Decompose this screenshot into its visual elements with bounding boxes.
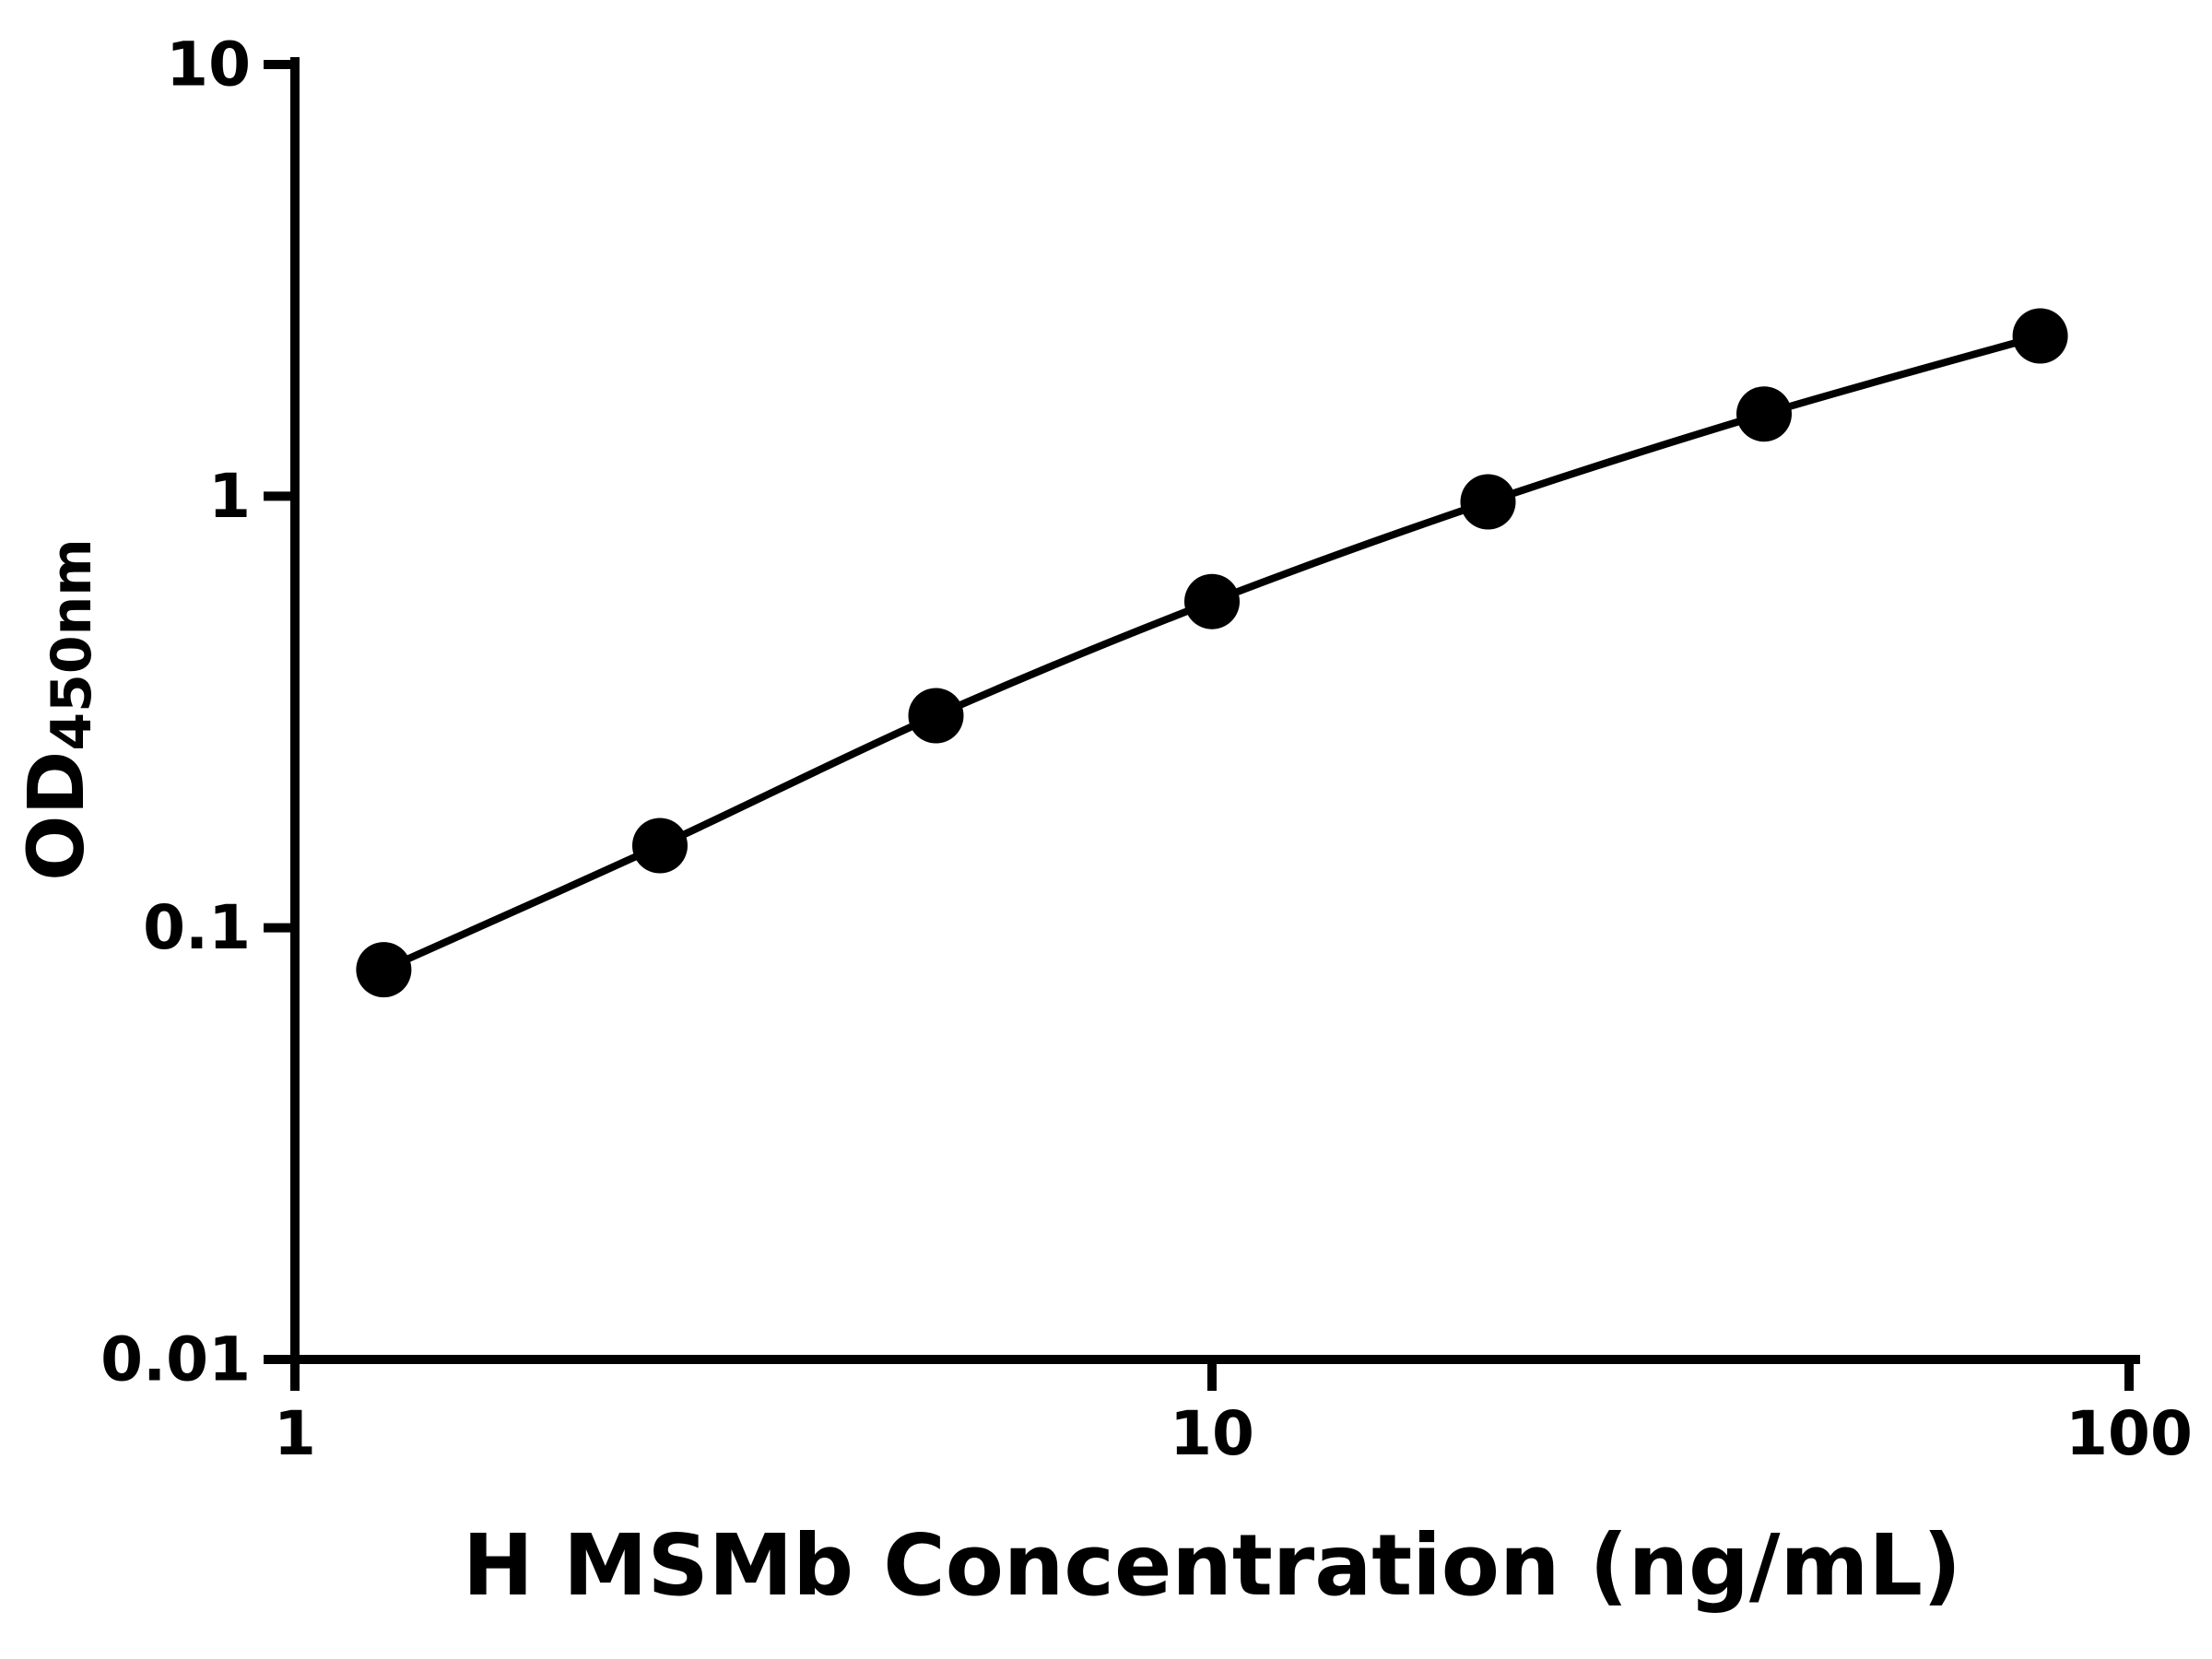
x-tick-label: 100 bbox=[2065, 1398, 2193, 1469]
tick-marks bbox=[264, 60, 2134, 1391]
data-point-marker bbox=[1736, 386, 1792, 442]
series-curve bbox=[382, 332, 2041, 973]
tick-labels: 1 10 100 10 1 0.1 0.01 bbox=[100, 29, 2193, 1469]
axes bbox=[290, 57, 2140, 1364]
y-tick-label: 1 bbox=[208, 461, 251, 532]
y-axis-label-subscript: 450nm bbox=[40, 538, 104, 750]
axis-spines bbox=[290, 57, 2140, 1364]
data-point-marker bbox=[908, 688, 964, 744]
data-point-marker bbox=[2012, 308, 2068, 364]
y-axis-label: OD450nm bbox=[11, 538, 104, 881]
data-point-marker bbox=[632, 818, 688, 874]
data-point-marker bbox=[1184, 573, 1240, 629]
x-axis-label: H MSMb Concentration (ng/mL) bbox=[463, 1516, 1961, 1615]
y-tick-label: 0.01 bbox=[100, 1324, 251, 1395]
data-point-marker bbox=[356, 942, 412, 998]
y-tick-label: 0.1 bbox=[143, 892, 251, 963]
x-tick-label: 1 bbox=[274, 1398, 316, 1469]
data-point-marker bbox=[1460, 474, 1516, 530]
y-tick-label: 10 bbox=[166, 29, 251, 100]
x-tick-label: 10 bbox=[1170, 1398, 1254, 1469]
y-axis-label-main: OD bbox=[11, 751, 101, 881]
data-series bbox=[356, 308, 2068, 998]
